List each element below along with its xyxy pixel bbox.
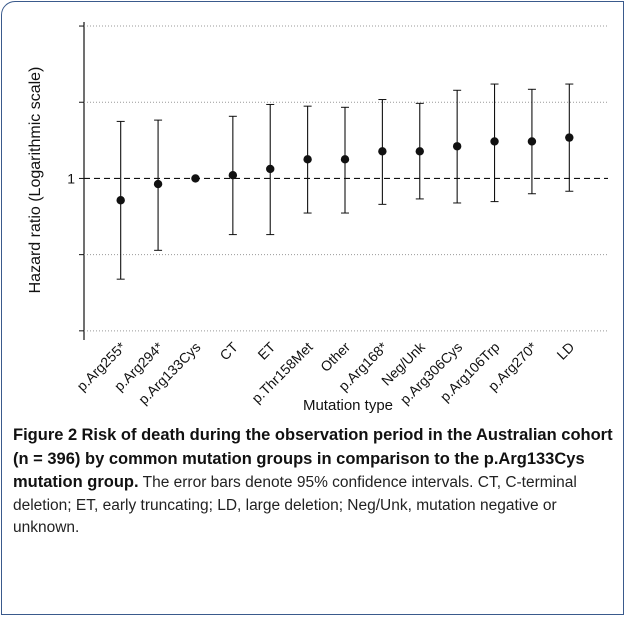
point [378, 147, 387, 156]
caption-text: The error bars denote 95% confidence int… [13, 474, 577, 536]
point [153, 179, 163, 189]
point [340, 155, 350, 164]
caption-label: Figure 2 [13, 426, 78, 444]
caption: Figure 2 Risk of death during the observ… [13, 424, 617, 540]
point [191, 174, 200, 183]
point [490, 137, 499, 146]
y-axis-label: Hazard ratio (Logarithmic scale) [27, 67, 44, 294]
chart: Hazard ratio (Logarithmic scale) Mutatio… [27, 22, 608, 414]
x-tick-label: ET [254, 338, 278, 362]
point [565, 133, 574, 142]
point [303, 155, 312, 164]
caption-title: Risk of death during the observation per… [13, 426, 613, 491]
x-tick-label: CT [216, 338, 241, 363]
point [527, 137, 537, 146]
point [452, 142, 462, 151]
x-tick-label: LD [553, 339, 577, 363]
y-tick-label: 1 [67, 170, 75, 186]
point [116, 196, 125, 205]
point [266, 164, 275, 174]
point [415, 147, 424, 156]
x-axis-label: Mutation type [303, 397, 393, 414]
point [228, 170, 238, 180]
